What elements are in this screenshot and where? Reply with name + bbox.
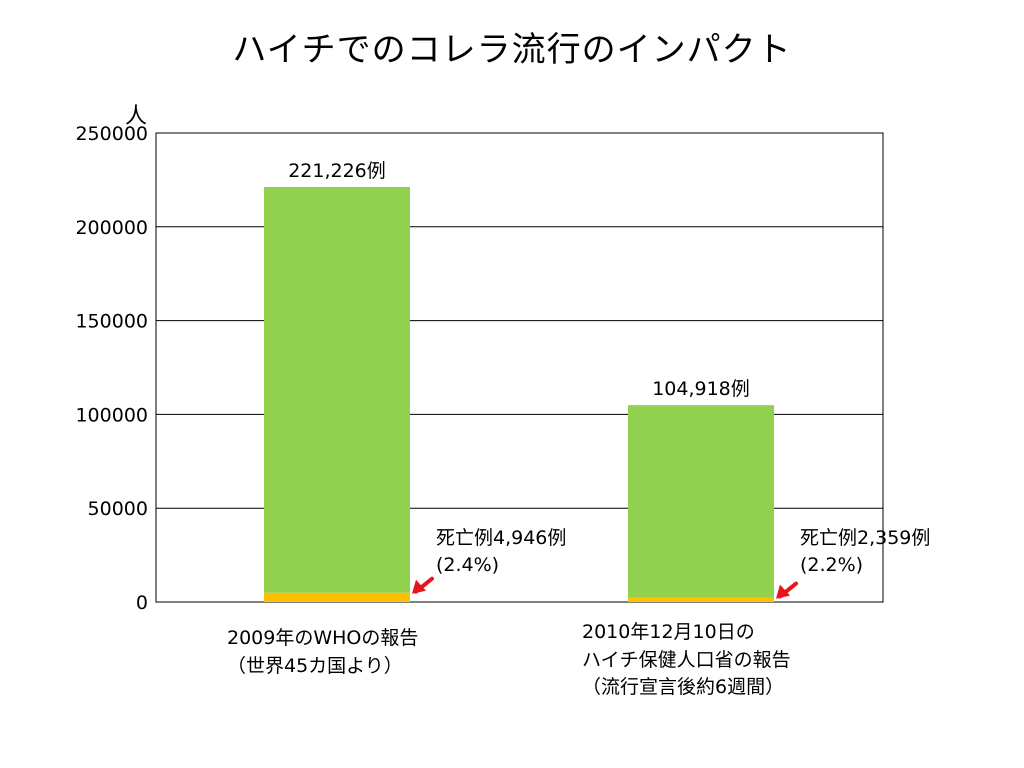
death-annotation: 死亡例2,359例 (2.2%): [800, 525, 930, 578]
x-category-label-line-1: ハイチ保健人口省の報告: [582, 648, 791, 671]
arrow-head: [776, 584, 790, 599]
bar-total-label: 104,918例: [652, 378, 750, 400]
y-tick-label: 100000: [75, 404, 148, 426]
x-category-label-line-2: （流行宣言後約6週間）: [582, 676, 785, 699]
bar-segment-cases: [628, 405, 774, 598]
y-tick-label: 250000: [75, 123, 148, 145]
death-annotation-line-1: (2.2%): [800, 553, 864, 576]
y-axis-label: 人: [125, 104, 147, 129]
death-annotation-line-1: (2.4%): [436, 553, 500, 576]
x-category-label: 2010年12月10日のハイチ保健人口省の報告 （流行宣言後約6週間）: [582, 619, 791, 702]
y-tick-label: 50000: [88, 498, 148, 520]
death-annotation-line-0: 死亡例4,946例: [436, 527, 567, 549]
death-annotation-line-0: 死亡例2,359例: [800, 527, 931, 549]
arrow-head: [412, 579, 426, 594]
y-tick-label: 150000: [75, 311, 148, 333]
death-annotation: 死亡例4,946例 (2.4%): [436, 525, 566, 578]
y-tick-label: 0: [136, 592, 148, 614]
x-category-label-line-0: 2009年のWHOの報告: [227, 627, 419, 649]
bar-total-label: 221,226例: [288, 160, 386, 182]
bar-segment-deaths: [264, 592, 410, 602]
bar-segment-cases: [264, 186, 410, 593]
bar-segment-deaths: [628, 597, 774, 602]
x-category-label-line-0: 2010年12月10日の: [582, 621, 755, 643]
x-category-label: 2009年のWHOの報告 （世界45カ国より）: [227, 625, 418, 680]
slide-title: ハイチでのコレラ流行のインパクト: [232, 30, 792, 70]
y-tick-label: 200000: [75, 217, 148, 239]
x-category-label-line-1: （世界45カ国より）: [227, 654, 403, 677]
